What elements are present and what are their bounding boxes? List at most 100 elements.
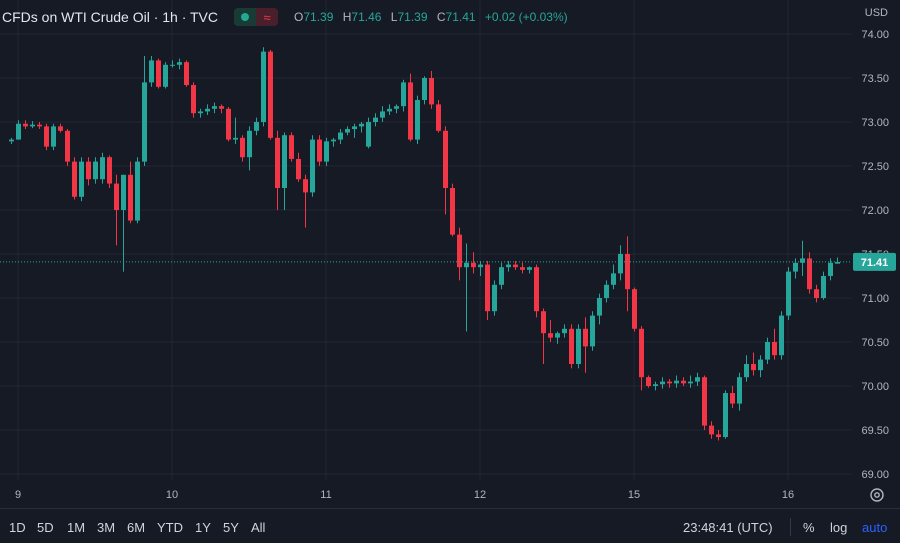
candle bbox=[422, 76, 427, 105]
candle bbox=[485, 261, 490, 320]
candle bbox=[821, 271, 826, 300]
candle bbox=[478, 261, 483, 276]
candle bbox=[226, 107, 231, 142]
x-tick-label: 10 bbox=[166, 489, 178, 501]
candle bbox=[436, 100, 441, 133]
range-1y[interactable]: 1Y bbox=[195, 520, 211, 535]
candle bbox=[65, 129, 70, 166]
chart-header: CFDs on WTI Crude Oil · 1h · TVC ≈ O71.3… bbox=[0, 6, 574, 28]
y-tick-label: 70.00 bbox=[861, 381, 889, 393]
candle bbox=[240, 135, 245, 162]
candle bbox=[79, 157, 84, 202]
y-tick-label: 74.00 bbox=[861, 29, 889, 41]
candle bbox=[660, 377, 665, 389]
candle bbox=[128, 161, 133, 224]
candle bbox=[751, 352, 756, 376]
y-tick-label: 73.00 bbox=[861, 117, 889, 129]
x-tick-label: 9 bbox=[15, 489, 21, 501]
candle bbox=[737, 372, 742, 411]
settings-icon[interactable] bbox=[869, 487, 885, 503]
range-ytd[interactable]: YTD bbox=[157, 520, 183, 535]
candle bbox=[163, 62, 168, 89]
candle bbox=[170, 60, 175, 68]
range-1m[interactable]: 1M bbox=[67, 520, 86, 535]
candle bbox=[758, 355, 763, 378]
symbol-title[interactable]: CFDs on WTI Crude Oil · 1h · TVC bbox=[2, 9, 219, 25]
candle bbox=[9, 137, 14, 144]
candle bbox=[44, 123, 49, 151]
range-5d[interactable]: 5D bbox=[37, 520, 54, 535]
range-1d[interactable]: 1D bbox=[9, 520, 26, 535]
low-label: L bbox=[390, 10, 398, 24]
candle bbox=[513, 261, 518, 270]
x-tick-label: 15 bbox=[628, 489, 640, 501]
candle bbox=[254, 117, 259, 136]
candle bbox=[324, 137, 329, 166]
candle bbox=[366, 117, 371, 149]
candle bbox=[786, 267, 791, 320]
auto-toggle[interactable]: auto bbox=[862, 520, 888, 535]
candle bbox=[394, 104, 399, 114]
candle bbox=[618, 245, 623, 281]
candle bbox=[310, 135, 315, 197]
range-5y[interactable]: 5Y bbox=[223, 520, 239, 535]
candle bbox=[233, 117, 238, 144]
candle bbox=[142, 56, 147, 166]
candle bbox=[100, 152, 105, 184]
candle bbox=[408, 73, 413, 142]
close-label: C bbox=[436, 10, 446, 24]
candle bbox=[93, 157, 98, 184]
percent-toggle[interactable]: % bbox=[803, 520, 815, 535]
candle bbox=[289, 132, 294, 162]
candle bbox=[450, 183, 455, 237]
ohlc-legend: O71.39 H71.46 L71.39 C71.41 +0.02 (+0.03… bbox=[294, 10, 574, 24]
candle bbox=[205, 104, 210, 115]
low-value: 71.39 bbox=[397, 10, 428, 24]
change-value: +0.02 (+0.03%) bbox=[484, 10, 568, 24]
market-status-badge[interactable]: ≈ bbox=[234, 8, 279, 26]
range-all[interactable]: All bbox=[251, 520, 266, 535]
candle bbox=[86, 157, 91, 186]
market-open-icon bbox=[234, 8, 257, 26]
currency-selector[interactable]: USD bbox=[864, 7, 888, 19]
candle bbox=[345, 126, 350, 136]
utc-clock[interactable]: 23:48:41 (UTC) bbox=[683, 520, 773, 535]
price-chart[interactable]: 74.0073.5073.0072.5072.0071.5071.0070.50… bbox=[0, 0, 900, 508]
candle bbox=[653, 381, 658, 391]
candle bbox=[282, 132, 287, 210]
candle bbox=[149, 56, 154, 87]
bottom-toolbar: 1D 5D 1M 3M 6M YTD 1Y 5Y All 23:48:41 (U… bbox=[0, 508, 900, 543]
candle bbox=[261, 47, 266, 127]
candle bbox=[590, 311, 595, 351]
candle bbox=[562, 324, 567, 338]
candle bbox=[401, 79, 406, 112]
candle bbox=[576, 324, 581, 369]
candle bbox=[772, 328, 777, 360]
y-tick-label: 72.00 bbox=[861, 205, 889, 217]
candle bbox=[373, 113, 378, 127]
candle bbox=[569, 324, 574, 369]
high-label: H bbox=[342, 10, 352, 24]
candle bbox=[338, 129, 343, 144]
candle bbox=[534, 264, 539, 318]
candle bbox=[716, 430, 721, 441]
y-tick-label: 70.50 bbox=[861, 337, 889, 349]
candle bbox=[247, 126, 252, 171]
log-toggle[interactable]: log bbox=[830, 520, 848, 535]
y-tick-label: 69.50 bbox=[861, 425, 889, 437]
range-6m[interactable]: 6M bbox=[127, 520, 146, 535]
candle bbox=[681, 377, 686, 386]
range-3m[interactable]: 3M bbox=[97, 520, 116, 535]
candle bbox=[800, 240, 805, 276]
candle bbox=[688, 375, 693, 388]
candle bbox=[275, 130, 280, 210]
candle bbox=[443, 126, 448, 215]
y-tick-label: 73.50 bbox=[861, 73, 889, 85]
candle bbox=[23, 120, 28, 130]
candle bbox=[37, 122, 42, 130]
wave-icon: ≈ bbox=[256, 8, 279, 26]
candle bbox=[352, 123, 357, 138]
close-value: 71.41 bbox=[445, 10, 476, 24]
candle bbox=[548, 320, 553, 342]
candle bbox=[604, 280, 609, 303]
